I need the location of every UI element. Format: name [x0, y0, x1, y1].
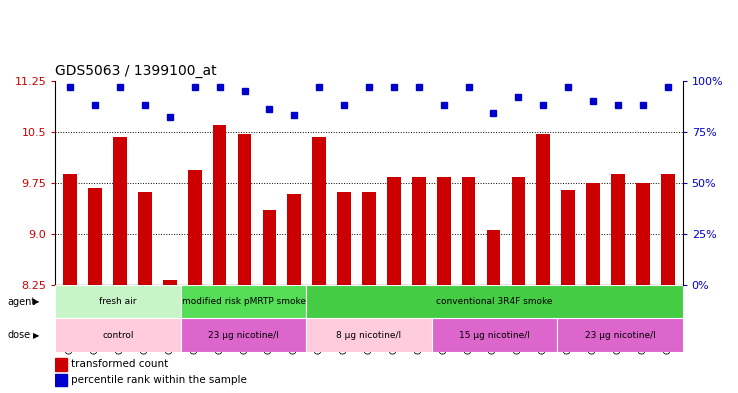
Bar	[55, 358, 66, 371]
Bar	[537, 134, 550, 285]
Bar	[306, 318, 432, 352]
Bar	[163, 280, 176, 285]
Text: control: control	[103, 331, 134, 340]
Bar	[181, 285, 306, 318]
Bar	[188, 171, 201, 285]
Bar	[437, 177, 450, 285]
Bar	[238, 134, 252, 285]
Text: 23 μg nicotine/l: 23 μg nicotine/l	[208, 331, 279, 340]
Bar	[432, 318, 557, 352]
Text: fresh air: fresh air	[100, 297, 137, 306]
Bar	[586, 183, 600, 285]
Bar	[89, 187, 102, 285]
Bar	[362, 192, 376, 285]
Bar	[312, 137, 326, 285]
Bar	[611, 174, 625, 285]
Text: ▶: ▶	[33, 297, 40, 306]
Bar	[55, 318, 181, 352]
Bar	[55, 285, 181, 318]
Bar	[263, 210, 276, 285]
Bar	[306, 285, 683, 318]
Bar	[462, 177, 475, 285]
Bar	[63, 174, 77, 285]
Bar	[55, 374, 66, 386]
Bar	[511, 177, 525, 285]
Text: 15 μg nicotine/l: 15 μg nicotine/l	[459, 331, 530, 340]
Bar	[486, 230, 500, 285]
Bar	[636, 183, 649, 285]
Bar	[387, 177, 401, 285]
Bar	[661, 174, 675, 285]
Text: 8 μg nicotine/l: 8 μg nicotine/l	[337, 331, 401, 340]
Bar	[138, 192, 152, 285]
Text: GDS5063 / 1399100_at: GDS5063 / 1399100_at	[55, 64, 217, 78]
Bar	[412, 177, 426, 285]
Bar	[337, 192, 351, 285]
Bar	[113, 137, 127, 285]
Text: conventional 3R4F smoke: conventional 3R4F smoke	[436, 297, 553, 306]
Bar	[557, 318, 683, 352]
Text: dose: dose	[7, 330, 30, 340]
Text: agent: agent	[7, 297, 35, 307]
Bar	[288, 194, 301, 285]
Text: transformed count: transformed count	[71, 359, 168, 369]
Bar	[213, 125, 227, 285]
Text: 23 μg nicotine/l: 23 μg nicotine/l	[584, 331, 655, 340]
Text: percentile rank within the sample: percentile rank within the sample	[71, 375, 247, 385]
Bar	[562, 189, 575, 285]
Text: modified risk pMRTP smoke: modified risk pMRTP smoke	[182, 297, 306, 306]
Text: ▶: ▶	[33, 331, 40, 340]
Bar	[181, 318, 306, 352]
